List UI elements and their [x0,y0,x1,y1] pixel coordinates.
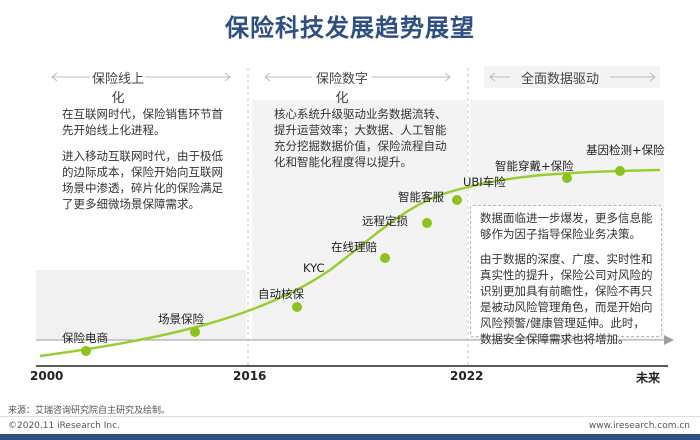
arrowhead [664,335,674,345]
stage-underwriting: 自动核保 [258,287,304,301]
year-2016: 2016 [233,369,267,383]
dot-service [452,195,462,205]
footer-bar [0,434,700,440]
phase-label-online: 保险线上化 [91,72,144,106]
dot-underwriting [292,302,302,312]
stage-scenario: 场景保险 [158,312,204,326]
footer-divider [0,416,700,417]
dot-claims [380,253,390,263]
phase-arrow-online [51,72,231,82]
band-digital [252,100,467,340]
year-2022: 2022 [450,369,484,383]
phase-data-bg [484,66,660,88]
stage-service: 智能客服 [398,190,444,204]
phase-label-digital: 保险数字化 [315,72,368,106]
text-online-1: 在互联网时代，保险销售环节首先开始线上化进程。 [62,107,223,137]
stage-remote: 远程定损 [362,214,408,228]
band-online [36,270,246,340]
dot-scenario [190,327,200,337]
source-note: 来源：艾瑞咨询研究院自主研究及绘制。 [8,406,171,416]
page-title: 保险科技发展趋势展望 [225,14,475,42]
stage-kyc: KYC [303,261,325,275]
stage-wearable: 智能穿戴+保险 [495,159,574,173]
text-digital-1: 核心系统升级驱动业务数据流转、提升运营效率；大数据、人工智能充分挖掘数据价值，保… [274,107,447,169]
growth-curve [39,168,661,358]
year-future: 未来 [636,371,661,385]
dot-remote [422,218,432,228]
phase-label-data: 全面数据驱动 [520,72,599,87]
stage-ubi: UBI车险 [463,175,506,189]
stage-gene: 基因检测+保险 [586,143,665,157]
phase-arrow-data [489,72,656,82]
text-online-2: 进入移动互联网时代，由于极低的边际成本，保险开始向互联网场景中渗透，碎片化的保险… [62,149,223,211]
text-data-1: 数据面临进一步爆发，更多信息能够作为因子指导保险业务决策。 [480,211,653,241]
copyright: ©2020.11 iResearch Inc. [8,421,120,431]
dot-wearable [562,173,572,183]
website-url: www.iresearch.com.cn [588,421,690,431]
phase-arrow-digital [264,72,451,82]
stage-claims: 在线理赔 [331,240,377,254]
text-data-2: 由于数据的深度、广度、实时性和真实性的提升，保险公司对风险的识别更加具有前瞻性，… [480,252,653,346]
stage-ecommerce: 保险电商 [62,331,108,345]
dot-gene [615,166,625,176]
year-2000: 2000 [30,369,64,383]
data-text-box [470,205,662,337]
dot-ecommerce [81,346,91,356]
